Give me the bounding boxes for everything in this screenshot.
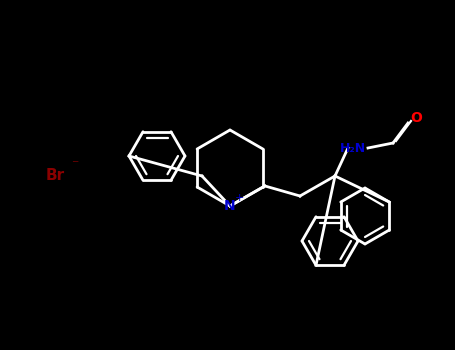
Text: H₂N: H₂N [340, 141, 366, 154]
Text: ⁻: ⁻ [71, 158, 79, 172]
Text: O: O [410, 111, 422, 125]
Text: N: N [224, 199, 236, 213]
Text: +: + [234, 193, 244, 203]
Text: Br: Br [46, 168, 65, 182]
